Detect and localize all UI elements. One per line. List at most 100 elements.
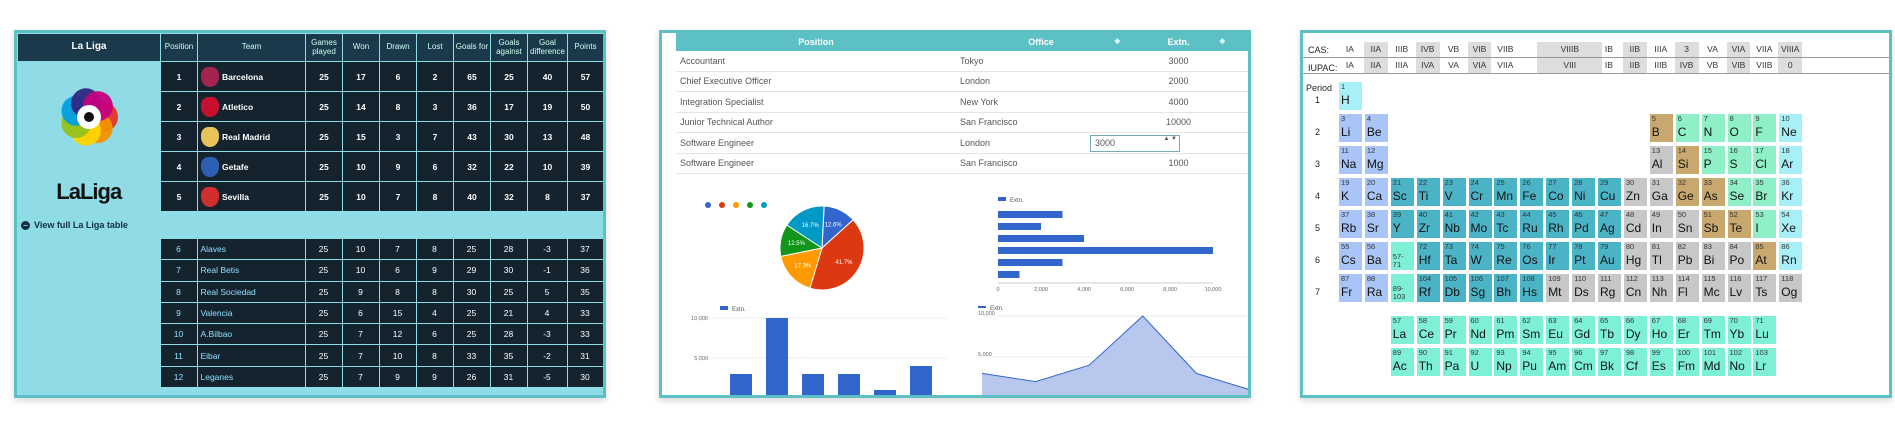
- element-bh[interactable]: 107 Bh: [1493, 273, 1519, 303]
- table-row[interactable]: 9 Valencia 25 6 15 4 25 21 4 33: [17, 301, 603, 325]
- extn-edit-input[interactable]: 3000 ▲ ▼: [1090, 134, 1180, 152]
- col-goals-for[interactable]: Goals for: [453, 33, 491, 62]
- element-u[interactable]: 92 U: [1467, 347, 1493, 377]
- element-md[interactable]: 101 Md: [1700, 347, 1726, 377]
- office-cell[interactable]: New York: [960, 96, 999, 107]
- team-cell[interactable]: Barcelona: [197, 61, 306, 92]
- col-team[interactable]: Team: [197, 33, 306, 62]
- team-cell[interactable]: Atletico: [197, 91, 306, 122]
- element-in[interactable]: 49 In: [1648, 209, 1674, 239]
- team-name[interactable]: Eibar: [196, 344, 306, 367]
- element-rh[interactable]: 45 Rh: [1545, 209, 1571, 239]
- element-ar[interactable]: 18 Ar: [1778, 145, 1804, 175]
- element-be[interactable]: 4 Be: [1363, 113, 1389, 143]
- element-sm[interactable]: 62 Sm: [1519, 315, 1545, 345]
- grid-row[interactable]: Integration Specialist New York 4000: [676, 92, 1248, 113]
- col-goal-difference[interactable]: Goal difference: [527, 33, 568, 62]
- element-zr[interactable]: 40 Zr: [1415, 209, 1441, 239]
- element-og[interactable]: 118 Og: [1778, 273, 1804, 303]
- hbar[interactable]: [998, 223, 1041, 230]
- element-yb[interactable]: 70 Yb: [1726, 315, 1752, 345]
- extn-cell[interactable]: 4000: [1126, 97, 1231, 107]
- element-v[interactable]: 23 V: [1441, 177, 1467, 207]
- team-cell[interactable]: Getafe: [197, 151, 306, 182]
- hbar[interactable]: [998, 235, 1084, 242]
- table-row[interactable]: 12 Leganes 25 7 9 9 26 31 -5 30: [17, 365, 603, 389]
- element-nb[interactable]: 41 Nb: [1441, 209, 1467, 239]
- element-th[interactable]: 90 Th: [1415, 347, 1441, 377]
- team-name[interactable]: Real Madrid: [222, 131, 271, 142]
- element-mo[interactable]: 42 Mo: [1467, 209, 1493, 239]
- table-row[interactable]: 4 Getafe 25 10 9 6 32 22 10 39: [18, 151, 603, 182]
- element-ba[interactable]: 56 Ba: [1363, 241, 1389, 271]
- edit-value[interactable]: 3000: [1095, 137, 1116, 148]
- element-eu[interactable]: 63 Eu: [1545, 315, 1571, 345]
- col-played[interactable]: Games played: [305, 33, 343, 62]
- element-sg[interactable]: 106 Sg: [1467, 273, 1493, 303]
- hbar[interactable]: [998, 259, 1063, 266]
- element-cs[interactable]: 55 Cs: [1338, 241, 1363, 271]
- element-lv[interactable]: 116 Lv: [1726, 273, 1752, 303]
- team-name[interactable]: Atletico: [222, 101, 254, 112]
- element-dy[interactable]: 66 Dy: [1622, 315, 1648, 345]
- table-row[interactable]: LaLiga 1 Barcelona 25 17 6 2 65 25 40 57: [17, 61, 603, 212]
- element-sb[interactable]: 51 Sb: [1700, 209, 1726, 239]
- view-full-label[interactable]: View full La Liga table: [34, 220, 128, 230]
- element-fl[interactable]: 114 Fl: [1674, 273, 1700, 303]
- col-goals-against[interactable]: Goals against: [490, 33, 528, 62]
- element-lu[interactable]: 71 Lu: [1752, 315, 1778, 345]
- office-cell[interactable]: San Francisco: [960, 158, 1018, 169]
- team-name[interactable]: Real Betis: [196, 259, 306, 282]
- column-bar[interactable]: [730, 374, 752, 398]
- team-name[interactable]: Valencia: [196, 301, 306, 325]
- sort-icon[interactable]: ◆: [1219, 38, 1225, 45]
- element-po[interactable]: 84 Po: [1726, 241, 1752, 271]
- spinner-icon[interactable]: ▲ ▼: [1163, 135, 1177, 142]
- pie-slice[interactable]: [809, 219, 865, 291]
- element-as[interactable]: 33 As: [1700, 177, 1726, 207]
- team-cell[interactable]: Real Madrid: [197, 121, 306, 152]
- element-s[interactable]: 16 S: [1726, 145, 1752, 175]
- element-li[interactable]: 3 Li: [1338, 113, 1363, 143]
- element-ds[interactable]: 110 Ds: [1571, 273, 1597, 303]
- office-cell[interactable]: London: [960, 137, 991, 148]
- element-er[interactable]: 68 Er: [1674, 315, 1700, 345]
- element-bk[interactable]: 97 Bk: [1597, 347, 1622, 377]
- element-w[interactable]: 74 W: [1467, 241, 1493, 271]
- table-row[interactable]: 5 Sevilla 25 10 7 8 40 32 8 37: [18, 181, 603, 212]
- element-cm[interactable]: 96 Cm: [1571, 347, 1597, 377]
- col-position[interactable]: Position: [160, 33, 198, 62]
- actinide-placeholder[interactable]: 89-103: [1389, 273, 1415, 303]
- element-al[interactable]: 13 Al: [1648, 145, 1674, 175]
- element-pm[interactable]: 61 Pm: [1493, 315, 1519, 345]
- element-cd[interactable]: 48 Cd: [1622, 209, 1648, 239]
- element-re[interactable]: 75 Re: [1493, 241, 1519, 271]
- element-ir[interactable]: 77 Ir: [1545, 241, 1571, 271]
- hbar[interactable]: [998, 271, 1020, 278]
- table-row[interactable]: 3 Real Madrid 25 15 3 7 43 30 13 48: [18, 121, 603, 152]
- element-ac[interactable]: 89 Ac: [1389, 347, 1415, 377]
- office-cell[interactable]: London: [960, 76, 991, 87]
- element-sc[interactable]: 21 Sc: [1389, 177, 1415, 207]
- element-na[interactable]: 11 Na: [1338, 145, 1363, 175]
- element-lr[interactable]: 103 Lr: [1752, 347, 1778, 377]
- element-ne[interactable]: 10 Ne: [1778, 113, 1804, 143]
- element-hf[interactable]: 72 Hf: [1415, 241, 1441, 271]
- element-mg[interactable]: 12 Mg: [1363, 145, 1389, 175]
- element-pb[interactable]: 82 Pb: [1674, 241, 1700, 271]
- team-cell[interactable]: Sevilla: [197, 181, 306, 212]
- element-rn[interactable]: 86 Rn: [1778, 241, 1804, 271]
- element-ru[interactable]: 44 Ru: [1519, 209, 1545, 239]
- element-db[interactable]: 105 Db: [1441, 273, 1467, 303]
- pie-slice[interactable]: [780, 247, 823, 289]
- element-es[interactable]: 99 Es: [1648, 347, 1674, 377]
- extn-cell[interactable]: 3000: [1126, 56, 1231, 66]
- col-position-header[interactable]: Position: [798, 37, 834, 47]
- collapse-icon[interactable]: −: [21, 220, 30, 230]
- table-row[interactable]: 8 Real Sociedad 25 9 8 8 30 25 5 35: [17, 280, 603, 303]
- team-name[interactable]: Real Sociedad: [196, 280, 306, 303]
- col-won[interactable]: Won: [342, 33, 380, 62]
